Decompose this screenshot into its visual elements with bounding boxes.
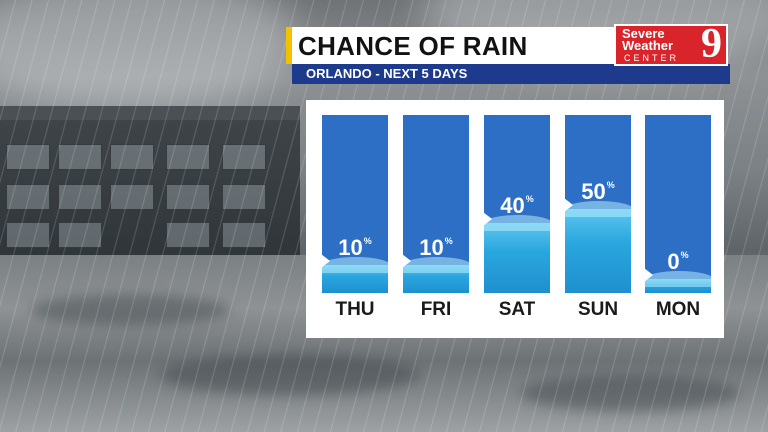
rain-percent: 0%	[644, 250, 712, 274]
day-label: SUN	[577, 299, 619, 320]
background-building	[0, 106, 300, 258]
percent-value: 10	[419, 235, 444, 260]
rain-fill	[565, 201, 631, 293]
window	[166, 222, 210, 248]
logo-text-weather: Weather	[622, 38, 674, 53]
wave-crest	[322, 257, 388, 273]
day-column-sat: 40% SAT	[483, 114, 551, 326]
day-label: FRI	[420, 299, 452, 320]
logo-channel-number: 9	[701, 21, 722, 67]
wave-crest	[645, 271, 711, 287]
rain-percent: 10%	[402, 236, 470, 260]
rain-bar	[321, 114, 389, 294]
percent-value: 10	[338, 235, 363, 260]
day-label: MON	[655, 299, 701, 320]
day-column-fri: 10% FRI	[402, 114, 470, 326]
title-bar	[286, 27, 620, 64]
percent-value: 40	[500, 193, 525, 218]
percent-value: 50	[581, 179, 606, 204]
rain-fill	[484, 215, 550, 293]
building-roof	[0, 106, 300, 120]
puddle	[30, 295, 230, 325]
wave-crest	[484, 215, 550, 231]
value-pointer	[321, 254, 330, 268]
logo-text-center: CENTER	[624, 53, 680, 63]
window	[110, 144, 154, 170]
value-pointer	[483, 212, 492, 226]
value-pointer	[564, 198, 573, 212]
day-label: SAT	[498, 299, 536, 320]
title-accent	[286, 27, 292, 64]
window	[6, 144, 50, 170]
value-pointer	[402, 254, 411, 268]
rain-percent: 10%	[321, 236, 389, 260]
window	[58, 184, 102, 210]
percent-value: 0	[667, 249, 680, 274]
day-column-sun: 50% SUN	[564, 114, 632, 326]
rain-fill	[322, 257, 388, 293]
percent-unit: %	[680, 250, 689, 260]
day-column-thu: 10% THU	[321, 114, 389, 326]
rain-bar	[644, 114, 712, 294]
percent-unit: %	[606, 180, 615, 190]
page-title: CHANCE OF RAIN	[298, 31, 528, 61]
percent-unit: %	[525, 194, 534, 204]
rain-fill	[645, 271, 711, 293]
window	[166, 184, 210, 210]
window	[6, 222, 50, 248]
window	[110, 184, 154, 210]
station-logo: Severe Weather CENTER 9	[614, 21, 728, 67]
rain-percent: 50%	[564, 180, 632, 204]
window	[222, 184, 266, 210]
window	[58, 222, 102, 248]
puddle	[160, 355, 420, 395]
subtitle-bar	[292, 64, 730, 84]
rain-bar	[483, 114, 551, 294]
day-label: THU	[335, 299, 375, 320]
wave-crest	[403, 257, 469, 273]
rain-fill	[403, 257, 469, 293]
percent-unit: %	[363, 236, 372, 246]
logo-text-severe: Severe	[622, 26, 665, 41]
value-pointer	[644, 268, 653, 282]
wave-crest	[565, 201, 631, 217]
rain-bar	[402, 114, 470, 294]
window	[166, 144, 210, 170]
window	[58, 144, 102, 170]
window	[6, 184, 50, 210]
rain-bar	[564, 114, 632, 294]
puddle	[520, 375, 740, 411]
window	[222, 144, 266, 170]
subtitle: ORLANDO - NEXT 5 DAYS	[306, 66, 468, 81]
day-column-mon: 0% MON	[644, 114, 712, 326]
window	[222, 222, 266, 248]
percent-unit: %	[444, 236, 453, 246]
rain-percent: 40%	[483, 194, 551, 218]
